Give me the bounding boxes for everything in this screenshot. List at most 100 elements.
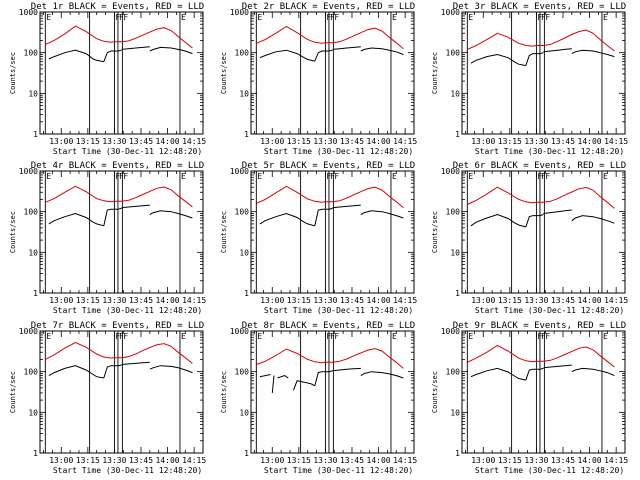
- event-flag-f: F: [537, 332, 542, 341]
- x-tick-label: 13:15: [76, 296, 100, 305]
- plot-frame: [461, 11, 626, 135]
- event-flag-f: F: [330, 172, 335, 181]
- chart-title: Det 4r BLACK = Events, RED = LLD: [31, 161, 204, 171]
- event-flag-f: F: [330, 332, 335, 341]
- events-series-line: [470, 53, 526, 67]
- x-tick-label: 13:00: [471, 137, 495, 146]
- events-series-line: [121, 46, 150, 50]
- x-axis-label: Start Time (30-Dec-11 12:48:20): [475, 306, 624, 315]
- y-axis-label: Counts/sec: [220, 52, 228, 94]
- x-tick-label: 14:00: [156, 296, 180, 305]
- event-flag-e: E: [257, 172, 262, 181]
- events-series-line: [149, 365, 193, 374]
- x-tick-label: 13:15: [498, 456, 522, 465]
- lld-series-line: [256, 25, 404, 50]
- events-series-line: [259, 49, 315, 62]
- events-series-line: [543, 364, 572, 369]
- events-series-line: [103, 207, 122, 226]
- events-series-line: [314, 49, 333, 62]
- event-flag-f: F: [545, 172, 550, 181]
- event-flag-e: E: [46, 172, 51, 181]
- chart-title: Det 9r BLACK = Events, RED = LLD: [453, 321, 626, 331]
- events-series-line: [48, 365, 104, 379]
- y-tick-label: 1000: [19, 8, 38, 17]
- x-tick-label: 13:45: [340, 456, 364, 465]
- x-tick-label: 13:30: [313, 456, 337, 465]
- x-tick-label: 14:00: [367, 456, 391, 465]
- x-tick-label: 14:00: [578, 296, 602, 305]
- x-tick-label: 13:30: [313, 137, 337, 146]
- event-flag-f: F: [537, 13, 542, 22]
- events-series-line: [360, 371, 404, 379]
- event-flag-f: F: [123, 172, 128, 181]
- y-tick-label: 1000: [441, 167, 460, 176]
- x-tick-label: 13:45: [340, 137, 364, 146]
- chart-panel-6: Det 6r BLACK = Events, RED = LLD 1 10 100 10…: [431, 161, 628, 315]
- events-series-line: [543, 209, 572, 214]
- y-tick-label: 1: [244, 289, 249, 298]
- event-flag-f: F: [334, 332, 339, 341]
- events-series-line: [332, 204, 361, 209]
- events-series-line: [470, 213, 526, 228]
- x-tick-label: 13:00: [260, 456, 284, 465]
- y-axis-label: Counts/sec: [9, 211, 17, 253]
- event-flag-e: E: [257, 332, 262, 341]
- x-tick-label: 13:45: [551, 296, 575, 305]
- event-flag-f: F: [115, 332, 120, 341]
- y-tick-label: 100: [235, 208, 250, 217]
- chart-panel-1: Det 1r BLACK = Events, RED = LLD 1 10 100 10…: [9, 2, 206, 156]
- y-axis-label: Counts/sec: [9, 371, 17, 413]
- events-series-line: [293, 380, 316, 391]
- x-tick-label: 14:15: [182, 296, 206, 305]
- x-tick-label: 13:30: [102, 456, 126, 465]
- x-tick-label: 14:00: [578, 456, 602, 465]
- event-flag-e: E: [468, 172, 473, 181]
- x-tick-label: 13:30: [524, 456, 548, 465]
- x-tick-label: 13:45: [129, 137, 153, 146]
- event-flag-e: E: [181, 172, 186, 181]
- event-flag-f: F: [119, 172, 124, 181]
- y-tick-label: 1000: [230, 327, 249, 336]
- plot-frame: [461, 330, 626, 454]
- event-flag-e: E: [46, 13, 51, 22]
- x-tick-label: 13:15: [76, 456, 100, 465]
- events-series-line: [149, 210, 193, 219]
- y-tick-label: 1: [33, 130, 38, 139]
- x-tick-label: 14:00: [367, 296, 391, 305]
- chart-panel-3: Det 3r BLACK = Events, RED = LLD 1 10 100 10…: [431, 2, 628, 156]
- y-tick-label: 10: [450, 248, 460, 257]
- event-flag-e: E: [392, 332, 397, 341]
- x-tick-label: 14:15: [393, 456, 417, 465]
- x-tick-label: 14:15: [182, 137, 206, 146]
- events-series-line: [121, 204, 150, 209]
- lld-series-line: [467, 29, 615, 52]
- event-flag-f: F: [541, 332, 546, 341]
- lld-series-line: [45, 25, 193, 49]
- y-tick-label: 10: [450, 89, 460, 98]
- x-tick-label: 13:30: [524, 296, 548, 305]
- y-tick-label: 100: [24, 208, 39, 217]
- event-flag-f: F: [115, 172, 120, 181]
- x-tick-label: 13:00: [260, 296, 284, 305]
- events-series-line: [332, 367, 361, 372]
- y-tick-label: 10: [450, 408, 460, 417]
- x-axis-label: Start Time (30-Dec-11 12:48:20): [264, 306, 413, 315]
- events-series-line: [571, 49, 615, 58]
- y-tick-label: 1000: [441, 8, 460, 17]
- event-flag-f: F: [545, 332, 550, 341]
- x-tick-label: 13:30: [313, 296, 337, 305]
- x-tick-label: 13:15: [498, 137, 522, 146]
- x-axis-label: Start Time (30-Dec-11 12:48:20): [53, 147, 202, 156]
- y-tick-label: 1000: [441, 327, 460, 336]
- x-tick-label: 13:15: [287, 456, 311, 465]
- event-flag-f: F: [326, 332, 331, 341]
- plot-frame: [39, 170, 204, 294]
- lld-series-line: [45, 185, 193, 208]
- event-flag-e: E: [392, 13, 397, 22]
- y-tick-label: 100: [235, 49, 250, 58]
- event-flag-e: E: [603, 13, 608, 22]
- y-tick-label: 1: [33, 289, 38, 298]
- events-series-line: [525, 214, 544, 228]
- y-tick-label: 10: [239, 248, 249, 257]
- event-flag-e: E: [468, 332, 473, 341]
